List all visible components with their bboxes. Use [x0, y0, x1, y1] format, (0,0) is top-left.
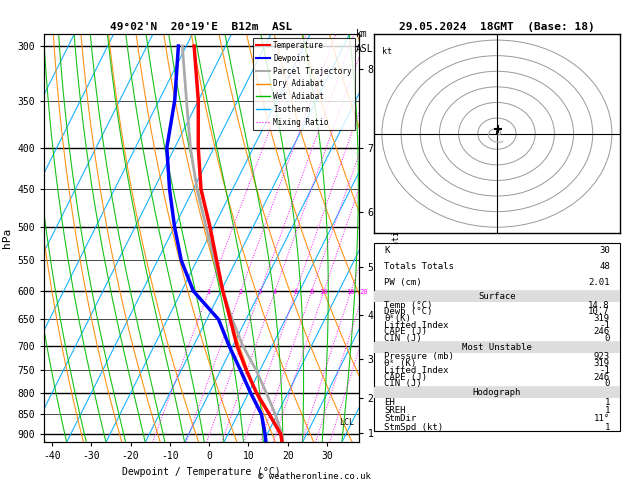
- Text: 3: 3: [258, 289, 262, 295]
- Text: km: km: [355, 29, 367, 39]
- Text: 319: 319: [594, 314, 610, 323]
- Bar: [374, 291, 620, 302]
- Text: θᵏ(K): θᵏ(K): [384, 314, 411, 323]
- Text: CIN (J): CIN (J): [384, 334, 421, 343]
- Bar: [374, 387, 620, 431]
- Text: Totals Totals: Totals Totals: [384, 262, 454, 271]
- Text: StmDir: StmDir: [384, 415, 416, 423]
- Text: 4: 4: [272, 289, 277, 295]
- Text: EH: EH: [384, 398, 395, 407]
- X-axis label: Dewpoint / Temperature (°C): Dewpoint / Temperature (°C): [122, 467, 281, 477]
- Text: © weatheronline.co.uk: © weatheronline.co.uk: [258, 472, 371, 481]
- Text: K: K: [384, 246, 389, 256]
- Text: 10: 10: [320, 289, 328, 295]
- Text: 11°: 11°: [594, 415, 610, 423]
- Bar: [374, 342, 620, 387]
- Text: LCL: LCL: [340, 418, 355, 427]
- Bar: [374, 291, 620, 342]
- Text: Most Unstable: Most Unstable: [462, 343, 532, 351]
- Text: StmSpd (kt): StmSpd (kt): [384, 423, 443, 432]
- Text: 30: 30: [599, 246, 610, 256]
- Text: CAPE (J): CAPE (J): [384, 372, 427, 382]
- Bar: [374, 243, 620, 291]
- Text: 16: 16: [347, 289, 355, 295]
- Text: Dewp (°C): Dewp (°C): [384, 307, 433, 316]
- Title: 49°02'N  20°19'E  B12m  ASL: 49°02'N 20°19'E B12m ASL: [110, 22, 292, 32]
- Text: Hodograph: Hodograph: [473, 388, 521, 398]
- Text: 2: 2: [238, 289, 242, 295]
- Text: CIN (J): CIN (J): [384, 380, 421, 388]
- Text: 246: 246: [594, 372, 610, 382]
- Text: Lifted Index: Lifted Index: [384, 321, 448, 330]
- Text: 923: 923: [594, 351, 610, 361]
- Text: θᵏ (K): θᵏ (K): [384, 359, 416, 367]
- Text: Lifted Index: Lifted Index: [384, 365, 448, 375]
- Text: 48: 48: [599, 262, 610, 271]
- Text: 1: 1: [604, 406, 610, 415]
- Bar: [374, 342, 620, 353]
- Text: 10.7: 10.7: [588, 307, 610, 316]
- Y-axis label: hPa: hPa: [2, 228, 12, 248]
- Text: PW (cm): PW (cm): [384, 278, 421, 287]
- Text: 0: 0: [604, 334, 610, 343]
- Text: Temp (°C): Temp (°C): [384, 301, 433, 310]
- Text: 246: 246: [594, 327, 610, 336]
- Text: 1: 1: [604, 423, 610, 432]
- Text: 20: 20: [360, 289, 368, 295]
- Legend: Temperature, Dewpoint, Parcel Trajectory, Dry Adiabat, Wet Adiabat, Isotherm, Mi: Temperature, Dewpoint, Parcel Trajectory…: [253, 38, 355, 130]
- Text: 0: 0: [604, 380, 610, 388]
- Text: 14.8: 14.8: [588, 301, 610, 310]
- Text: 8: 8: [309, 289, 313, 295]
- Text: -1: -1: [599, 365, 610, 375]
- Text: kt: kt: [382, 47, 392, 56]
- Bar: [374, 387, 620, 399]
- Text: 6: 6: [294, 289, 298, 295]
- Text: ASL: ASL: [355, 44, 373, 53]
- Text: SREH: SREH: [384, 406, 406, 415]
- Text: Pressure (mb): Pressure (mb): [384, 351, 454, 361]
- Text: 1: 1: [604, 398, 610, 407]
- Text: 29.05.2024  18GMT  (Base: 18): 29.05.2024 18GMT (Base: 18): [399, 22, 595, 32]
- Text: -1: -1: [599, 321, 610, 330]
- Text: 1: 1: [206, 289, 211, 295]
- Text: 2.01: 2.01: [588, 278, 610, 287]
- Text: CAPE (J): CAPE (J): [384, 327, 427, 336]
- Text: Mixing Ratio (g/kg): Mixing Ratio (g/kg): [392, 191, 401, 286]
- Text: Surface: Surface: [478, 292, 516, 301]
- Text: 319: 319: [594, 359, 610, 367]
